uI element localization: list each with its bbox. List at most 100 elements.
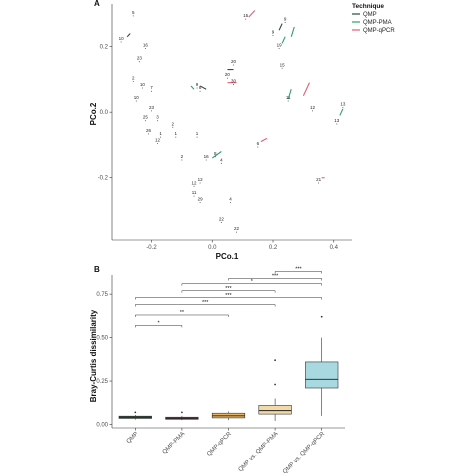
- sample-label: 21: [316, 177, 322, 182]
- sample-point: [150, 90, 152, 92]
- outlier-point: [134, 411, 137, 414]
- sample-label: 7: [150, 85, 153, 90]
- sample-label: 9: [196, 82, 199, 87]
- sample-point: [144, 48, 146, 50]
- sample-point: [233, 84, 235, 86]
- sample-point: [157, 120, 159, 122]
- category-label: QMP: [126, 431, 140, 445]
- outlier-point: [274, 359, 276, 362]
- sample-point: [193, 195, 195, 197]
- significance-label: ***: [225, 293, 232, 299]
- significance-bracket: [181, 283, 322, 286]
- x-axis-title: PCo.1: [216, 252, 239, 261]
- sample-point: [199, 202, 201, 204]
- sample-point: [193, 185, 195, 187]
- sample-label: 10: [140, 82, 146, 87]
- sample-label: 10: [134, 95, 140, 100]
- significance-label: ***: [225, 286, 232, 292]
- sample-label: 22: [234, 226, 240, 231]
- sample-label: 8: [214, 151, 217, 156]
- sample-label: 30: [231, 79, 237, 84]
- significance-label: ***: [272, 274, 279, 280]
- sample-point: [196, 136, 198, 138]
- technique-segment: [260, 137, 268, 143]
- sample-point: [342, 107, 344, 109]
- sample-point: [220, 221, 222, 223]
- sample-label: 10: [119, 36, 125, 41]
- sample-label: 9: [284, 16, 287, 21]
- sample-point: [120, 41, 122, 43]
- legend-entry: QMP-PMA: [363, 20, 392, 26]
- significance-label: *: [251, 279, 254, 285]
- sample-label: 22: [219, 216, 225, 221]
- technique-segment: [248, 10, 256, 18]
- legend-title: Technique: [352, 3, 384, 10]
- panel-label-a: A: [94, 0, 100, 8]
- y-tick-label: 0.2: [100, 45, 109, 51]
- sample-point: [172, 126, 174, 128]
- category-label: QMP vs. QMP-qPCR: [282, 431, 326, 474]
- sample-label: 1: [175, 131, 178, 136]
- y-tick-label-b: 0.00: [96, 423, 108, 429]
- sample-point: [284, 21, 286, 23]
- pcoa-segments: [126, 10, 344, 179]
- technique-segment: [287, 89, 292, 100]
- sample-point: [135, 100, 137, 102]
- sample-point: [141, 87, 143, 89]
- sample-point: [144, 120, 146, 122]
- y-tick-label-b: 0.75: [96, 292, 108, 298]
- boxplot-boxes: [118, 315, 339, 422]
- significance-label: *: [158, 321, 161, 327]
- sample-label: 4: [229, 197, 232, 202]
- sample-point: [150, 110, 152, 112]
- sample-point: [175, 136, 177, 138]
- y-axis-title: PCo.2: [89, 102, 98, 125]
- sample-label: 15: [243, 13, 249, 18]
- sample-label: 3: [156, 115, 159, 120]
- box: [305, 361, 339, 389]
- technique-segment: [290, 26, 295, 37]
- x-tick-label: 0.0: [208, 245, 217, 251]
- category-label: QMP-PMA: [162, 431, 187, 456]
- sample-point: [199, 182, 201, 184]
- technique-segment: [278, 23, 283, 31]
- sample-label: 12: [155, 138, 161, 143]
- sample-label: 20: [225, 72, 231, 77]
- significance-label: **: [180, 310, 185, 316]
- sample-point: [132, 80, 134, 82]
- y-tick-label: -0.2: [98, 176, 109, 182]
- y-tick-label-b: 0.50: [96, 336, 108, 342]
- sample-label: 12: [192, 180, 198, 185]
- sample-label: 16: [204, 154, 210, 159]
- sample-label: 23: [149, 105, 155, 110]
- sample-label: 13: [340, 102, 346, 107]
- sample-label: 11: [192, 190, 197, 195]
- sample-point: [229, 202, 231, 204]
- significance-bracket: [135, 314, 229, 317]
- sample-label: 2: [132, 75, 135, 80]
- sample-label: 16: [143, 43, 149, 48]
- sample-point: [220, 162, 222, 164]
- significance-label: ***: [295, 267, 302, 273]
- legend-entry: QMP: [363, 12, 377, 18]
- sample-label: 12: [198, 177, 204, 182]
- sample-label: 25: [143, 115, 149, 120]
- sample-label: 2: [172, 121, 175, 126]
- sample-label: 1: [196, 131, 199, 136]
- technique-segment: [281, 36, 286, 44]
- significance-bracket: [135, 304, 276, 307]
- significance-bracket: [181, 290, 276, 293]
- y-axis-title-b: Bray-Curtis dissimilarity: [89, 309, 98, 402]
- significance-label: ***: [202, 300, 209, 306]
- category-label: QMP vs. QMP-PMA: [238, 431, 280, 473]
- y-tick-label: 0.0: [100, 110, 109, 116]
- sample-label: 19: [277, 43, 283, 48]
- y-tick-label-b: 0.25: [96, 379, 108, 385]
- outlier-point: [320, 315, 323, 318]
- sample-label: 29: [198, 197, 204, 202]
- sample-label: 11: [286, 95, 291, 100]
- significance-bracket: [135, 325, 183, 328]
- pcoa-axes: -0.2 0.0 0.2 0.4 0.2 0.0 -0.2: [98, 4, 352, 251]
